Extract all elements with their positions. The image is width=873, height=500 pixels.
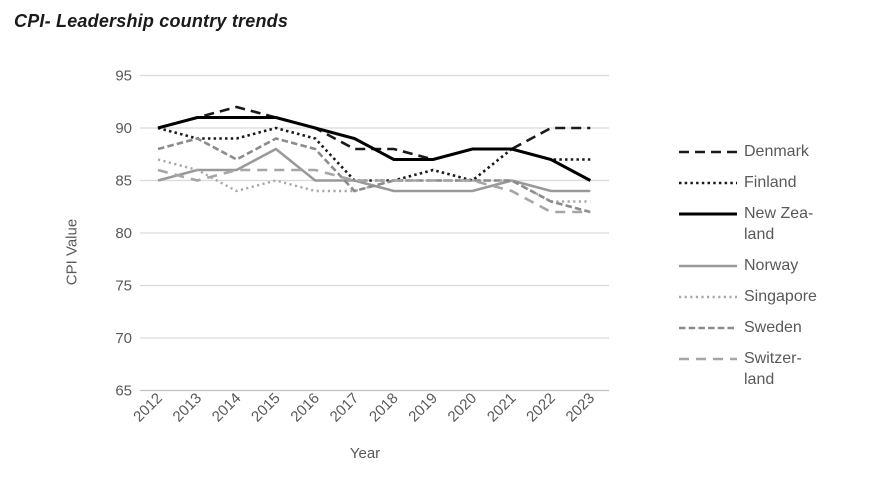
legend-item-new-zealand: New Zea- land [678,203,868,245]
y-tick-90: 90 [115,120,132,137]
legend-swatch-new-zealand [679,212,737,216]
legend-item-finland: Finland [678,172,868,193]
x-tick-2023: 2023 [563,390,599,426]
chart-title: CPI- Leadership country trends [14,11,289,31]
y-tick-70: 70 [115,330,132,347]
legend: Denmark Finland New Zea- land Norway Singapo… [678,141,868,400]
legend-label-new-zealand: New Zea- land [744,205,814,243]
x-tick-2019: 2019 [405,390,441,426]
legend-swatch-sweden [679,326,737,330]
legend-swatch-norway [679,264,737,268]
x-tick-2015: 2015 [248,390,284,426]
legend-swatch-switzerland [679,357,737,361]
legend-item-singapore: Singapore [678,286,868,307]
legend-label-norway: Norway [744,257,799,274]
series-line-new-zealand [157,116,592,182]
series-line-finland [157,126,591,182]
series-line-sweden [157,137,591,214]
x-tick-2020: 2020 [445,390,481,426]
legend-item-denmark: Denmark [678,141,868,162]
x-axis-title: Year [349,445,381,462]
legend-swatch-singapore [679,295,737,299]
x-tick-2012: 2012 [130,390,166,426]
x-tick-2021: 2021 [484,390,520,426]
legend-item-switzerland: Switzer- land [678,348,868,390]
x-tick-2017: 2017 [327,390,363,426]
y-axis-title: CPI Value [63,218,81,286]
series-line-switzerland [157,168,591,214]
y-tick-95: 95 [115,68,132,85]
x-tick-2016: 2016 [287,390,323,426]
legend-item-sweden: Sweden [678,317,868,338]
y-tick-65: 65 [115,383,132,400]
legend-label-denmark: Denmark [744,143,809,160]
y-tick-75: 75 [115,278,132,295]
legend-label-sweden: Sweden [744,319,802,336]
legend-swatch-denmark [679,150,737,154]
x-tick-2013: 2013 [170,390,206,426]
x-tick-2014: 2014 [209,390,245,426]
legend-label-switzerland: Switzer- land [744,350,802,388]
legend-item-norway: Norway [678,255,868,276]
legend-swatch-finland [679,181,737,185]
y-tick-85: 85 [115,173,132,190]
legend-label-finland: Finland [744,174,797,191]
x-tick-2022: 2022 [523,390,559,426]
legend-label-singapore: Singapore [744,288,817,305]
y-tick-80: 80 [115,225,132,242]
x-tick-2018: 2018 [366,390,402,426]
